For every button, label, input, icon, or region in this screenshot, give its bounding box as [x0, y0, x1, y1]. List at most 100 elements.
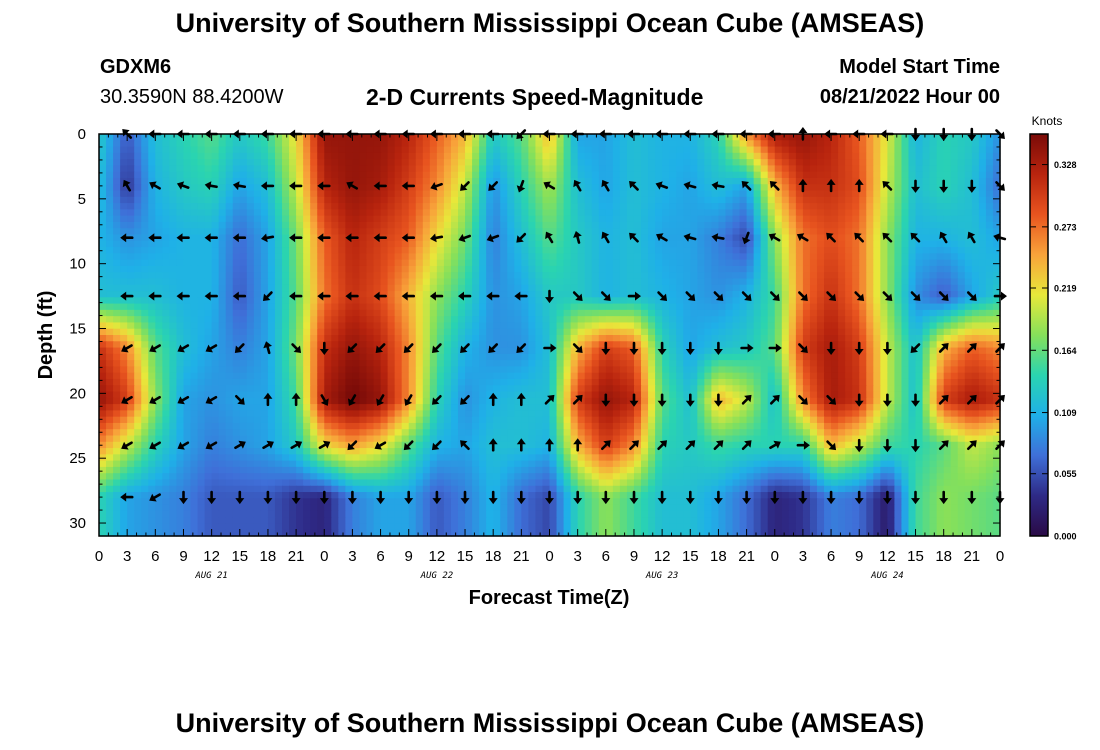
heatmap-cell	[472, 134, 480, 141]
heatmap-cell	[486, 159, 494, 167]
heatmap-cell	[436, 134, 445, 141]
heatmap-cell	[584, 171, 593, 179]
heatmap-cell	[612, 284, 621, 292]
heatmap-cell	[338, 278, 346, 286]
heatmap-cell	[781, 134, 790, 141]
heatmap-cell	[528, 171, 537, 179]
heatmap-cell	[922, 247, 931, 254]
heatmap-cell	[866, 190, 874, 198]
heatmap-cell	[436, 171, 445, 179]
heatmap-cell	[676, 190, 684, 198]
heatmap-cell	[549, 203, 558, 210]
heatmap-cell	[718, 215, 727, 223]
heatmap-cell	[824, 309, 832, 317]
heatmap-cell	[577, 190, 586, 198]
heatmap-cell	[577, 353, 586, 361]
heatmap-cell	[479, 184, 487, 192]
heatmap-cell	[901, 247, 910, 254]
heatmap-cell	[633, 335, 642, 342]
heatmap-cell	[894, 360, 903, 368]
heatmap-cell	[802, 152, 811, 160]
heatmap-cell	[246, 297, 255, 305]
heatmap-cell	[626, 240, 635, 248]
heatmap-cell	[633, 209, 642, 217]
heatmap-cell	[507, 291, 515, 298]
heatmap-cell	[711, 259, 720, 267]
heatmap-cell	[943, 272, 952, 280]
heatmap-cell	[809, 284, 818, 292]
heatmap-cell	[978, 353, 987, 361]
heatmap-cell	[577, 284, 586, 292]
heatmap-cell	[936, 335, 945, 342]
heatmap-cell	[929, 221, 938, 229]
heatmap-cell	[732, 309, 741, 317]
heatmap-cell	[113, 372, 121, 380]
heatmap-cell	[394, 297, 403, 305]
heatmap-cell	[274, 316, 283, 324]
heatmap-cell	[211, 278, 220, 286]
heatmap-cell	[633, 140, 642, 148]
heatmap-cell	[500, 190, 508, 198]
heatmap-cell	[929, 177, 938, 185]
heatmap-cell	[472, 152, 480, 160]
heatmap-cell	[535, 240, 544, 248]
heatmap-cell	[472, 215, 480, 223]
heatmap-cell	[479, 253, 487, 261]
heatmap-cell	[197, 297, 206, 305]
heatmap-cell	[218, 278, 227, 286]
heatmap-cell	[415, 366, 424, 374]
heatmap-cell	[767, 284, 776, 292]
heatmap-cell	[169, 140, 178, 148]
heatmap-cell	[802, 372, 811, 380]
heatmap-cell	[908, 209, 917, 217]
heatmap-cell	[155, 303, 163, 311]
heatmap-cell	[732, 196, 741, 204]
heatmap-cell	[669, 215, 677, 223]
heatmap-cell	[528, 278, 537, 286]
heatmap-cell	[633, 190, 642, 198]
heatmap-cell	[598, 159, 607, 167]
heatmap-cell	[612, 190, 621, 198]
heatmap-cell	[824, 140, 832, 148]
heatmap-cell	[753, 215, 762, 223]
heatmap-cell	[894, 140, 903, 148]
heatmap-cell	[310, 322, 318, 330]
heatmap-cell	[535, 165, 544, 173]
heatmap-cell	[866, 322, 874, 330]
heatmap-cell	[324, 228, 332, 236]
heatmap-cell	[852, 347, 860, 355]
heatmap-cell	[950, 203, 959, 210]
heatmap-cell	[401, 140, 410, 148]
heatmap-cell	[415, 297, 424, 305]
heatmap-cell	[683, 328, 691, 336]
heatmap-cell	[774, 203, 783, 210]
heatmap-cell	[732, 360, 741, 368]
heatmap-cell	[633, 297, 642, 305]
heatmap-cell	[155, 347, 163, 355]
heatmap-cell	[422, 278, 431, 286]
heatmap-cell	[887, 228, 896, 236]
heatmap-cell	[120, 247, 128, 254]
heatmap-cell	[204, 140, 213, 148]
heatmap-cell	[746, 309, 755, 317]
heatmap-cell	[162, 165, 170, 173]
heatmap-cell	[718, 360, 727, 368]
heatmap-cell	[422, 140, 431, 148]
heatmap-cell	[908, 253, 917, 261]
heatmap-cell	[577, 322, 586, 330]
heatmap-cell	[838, 328, 846, 336]
heatmap-cell	[781, 165, 790, 173]
heatmap-cell	[852, 140, 860, 148]
heatmap-cell	[950, 140, 959, 148]
heatmap-cell	[725, 184, 734, 192]
heatmap-cell	[366, 309, 375, 317]
heatmap-cell	[760, 234, 769, 242]
heatmap-cell	[873, 196, 881, 204]
heatmap-cell	[795, 177, 804, 185]
heatmap-cell	[239, 140, 248, 148]
heatmap-cell	[739, 209, 748, 217]
heatmap-cell	[950, 341, 959, 349]
heatmap-cell	[127, 209, 135, 217]
heatmap-cell	[655, 215, 663, 223]
heatmap-cell	[950, 297, 959, 305]
